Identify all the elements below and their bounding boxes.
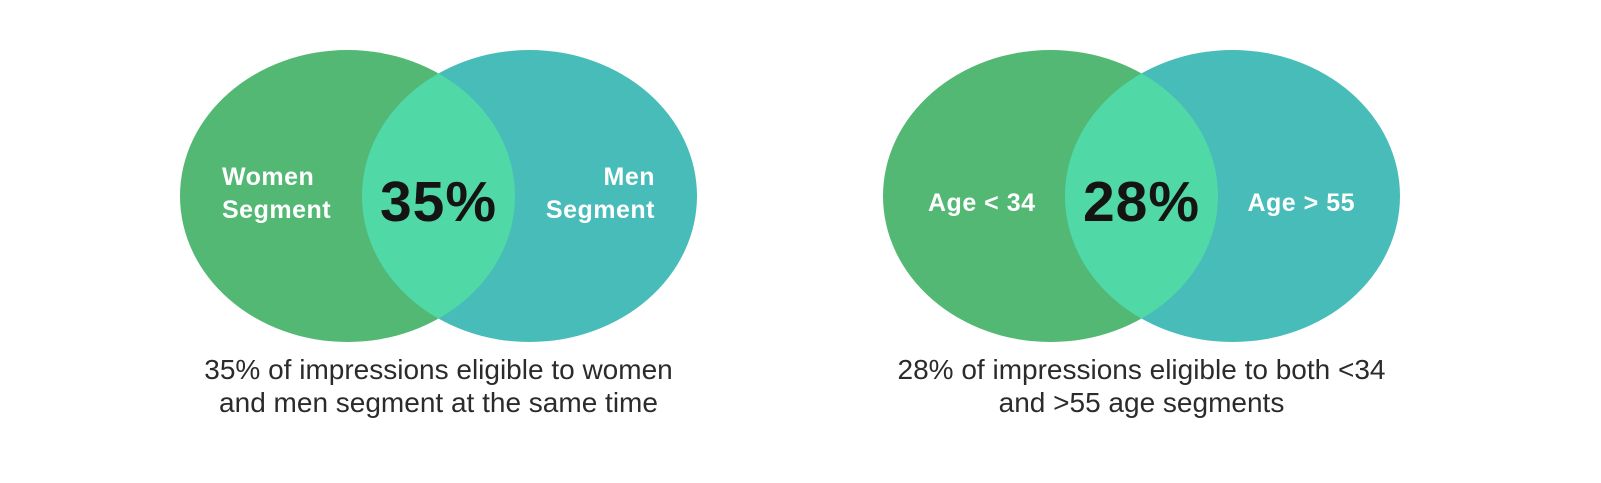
- age-under-34-label: Age < 34: [928, 188, 1036, 218]
- gender-venn-section: Women Segment 35% Men Segment 35% of imp…: [180, 50, 697, 450]
- label-line: Segment: [545, 196, 655, 224]
- label-line: Age > 55: [1247, 189, 1355, 217]
- men-segment-label: Men Segment: [546, 161, 655, 227]
- caption-line: and >55 age segments: [998, 387, 1285, 418]
- label-line: Age < 34: [928, 189, 1036, 217]
- label-line: Men: [603, 163, 655, 191]
- age-venn-section: Age < 34 28% Age > 55 28% of impressions…: [883, 50, 1400, 450]
- label-line: Segment: [222, 196, 332, 224]
- caption-line: 35% of impressions eligible to women: [204, 354, 673, 385]
- caption-line: 28% of impressions eligible to both <34: [897, 354, 1386, 385]
- age-venn-diagram: [883, 50, 1400, 342]
- women-segment-label: Women Segment: [222, 161, 331, 227]
- age-caption: 28% of impressions eligible to both <34 …: [883, 353, 1400, 419]
- label-line: Women: [222, 163, 315, 191]
- age-overlap-lens: [1065, 50, 1218, 342]
- caption-line: and men segment at the same time: [219, 387, 658, 418]
- gender-caption: 35% of impressions eligible to women and…: [180, 353, 697, 419]
- age-overlap-percentage: 28%: [1082, 170, 1201, 234]
- age-over-55-label: Age > 55: [1247, 188, 1355, 218]
- gender-venn-diagram: [180, 50, 697, 342]
- gender-overlap-lens: [362, 50, 515, 342]
- gender-overlap-percentage: 35%: [379, 170, 498, 234]
